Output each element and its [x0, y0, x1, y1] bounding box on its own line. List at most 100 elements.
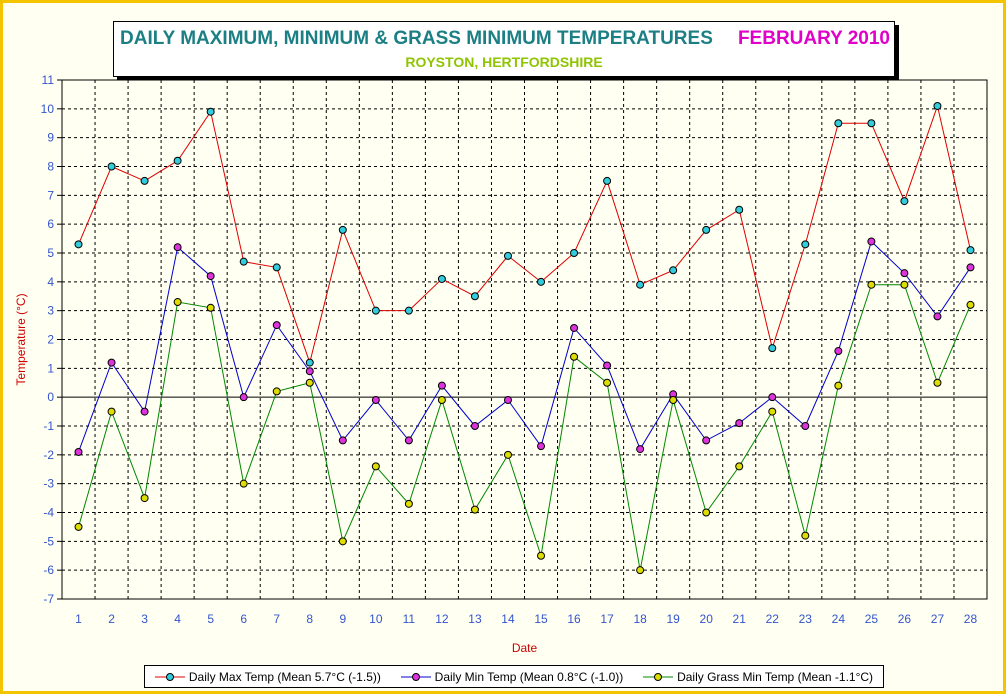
min-temp-point	[900, 269, 909, 278]
y-tick-label: 11	[42, 73, 55, 87]
min-temp-point	[768, 393, 777, 402]
max-temp-point	[272, 263, 281, 272]
grass-min-temp-point	[206, 303, 215, 312]
x-tick-label: 23	[799, 612, 813, 626]
grass-min-temp-point	[900, 280, 909, 289]
max-temp-point	[834, 119, 843, 128]
grass-min-temp-point	[140, 494, 149, 503]
min-temp-point	[74, 447, 83, 456]
grass-min-temp-point	[966, 300, 975, 309]
grass-min-temp-point	[933, 378, 942, 387]
x-tick-label: 11	[403, 612, 416, 626]
x-tick-label: 26	[898, 612, 912, 626]
chart-month: FEBRUARY 2010	[737, 28, 890, 49]
y-tick-label: -4	[43, 506, 54, 520]
legend-label: Daily Max Temp (Mean 5.7°C (-1.5))	[188, 669, 381, 684]
max-temp-point	[636, 280, 645, 289]
x-tick-label: 3	[141, 612, 148, 626]
x-tick-label: 10	[369, 612, 383, 626]
max-temp-point	[570, 249, 579, 257]
grass-min-temp-point	[834, 381, 843, 390]
y-tick-label: 9	[47, 131, 54, 145]
y-tick-label: -3	[43, 477, 54, 491]
legend-swatch	[643, 672, 674, 681]
min-temp-point	[470, 422, 479, 430]
grass-min-temp-point	[239, 479, 248, 488]
legend-swatch	[400, 672, 431, 681]
x-tick-label: 9	[339, 612, 346, 626]
y-tick-label: -5	[43, 534, 54, 548]
max-temp-point	[900, 197, 909, 206]
grass-min-temp-point	[305, 378, 314, 387]
x-tick-label: 6	[240, 612, 247, 626]
grass-min-temp-point	[537, 551, 546, 560]
x-tick-label: 18	[633, 612, 647, 626]
y-tick-label: 1	[47, 361, 54, 375]
legend-swatch	[154, 672, 185, 681]
x-tick-label: 16	[567, 612, 581, 626]
grass-min-temp-point	[636, 566, 645, 575]
min-temp-point	[140, 407, 149, 416]
min-temp-point	[636, 445, 645, 454]
x-tick-label: 24	[832, 612, 846, 626]
min-temp-point	[834, 347, 843, 356]
min-temp-point	[603, 361, 612, 370]
max-temp-point	[338, 225, 347, 234]
grass-min-temp-point	[603, 378, 612, 387]
grass-min-temp-point	[702, 508, 711, 517]
min-temp-point	[735, 419, 744, 428]
max-temp-point	[404, 306, 413, 315]
grass-min-temp-point	[669, 396, 678, 405]
x-axis-label: Date	[512, 641, 538, 655]
max-temp-point	[966, 246, 975, 255]
x-tick-label: 1	[75, 612, 82, 626]
grass-min-temp-point	[570, 352, 579, 361]
x-tick-label: 13	[468, 612, 482, 626]
y-tick-label: 10	[41, 102, 55, 116]
x-tick-label: 19	[666, 612, 680, 626]
legend-item-grass-min-temp: Daily Grass Min Temp (Mean -1.1°C)	[643, 670, 873, 684]
min-temp-line	[78, 240, 971, 453]
min-temp-point	[570, 323, 579, 332]
x-tick-label: 12	[435, 612, 449, 626]
max-temp-point	[371, 306, 380, 315]
y-tick-label: 2	[47, 333, 54, 347]
grass-min-temp-point	[371, 462, 380, 471]
min-temp-point	[338, 436, 347, 445]
min-temp-point	[437, 381, 446, 390]
min-temp-point	[966, 263, 975, 272]
max-temp-point	[537, 277, 546, 286]
x-tick-label: 7	[273, 612, 280, 626]
x-tick-label: 8	[306, 612, 313, 626]
max-temp-point	[735, 205, 744, 214]
min-temp-point	[239, 393, 248, 402]
x-tick-label: 15	[534, 612, 548, 626]
y-tick-label: 7	[47, 188, 54, 202]
min-temp-point	[272, 321, 281, 330]
max-temp-point	[503, 251, 512, 260]
grass-min-temp-point	[74, 522, 83, 531]
max-temp-point	[173, 156, 182, 165]
title-box: DAILY MAXIMUM, MINIMUM & GRASS MINIMUM T…	[113, 21, 895, 77]
min-temp-point	[537, 442, 546, 451]
min-temp-point	[702, 436, 711, 445]
x-tick-label: 25	[865, 612, 879, 626]
min-temp-point	[206, 272, 215, 281]
grass-min-temp-point	[470, 505, 479, 514]
legend-item-max-temp: Daily Max Temp (Mean 5.7°C (-1.5))	[154, 669, 381, 684]
y-tick-label: -1	[43, 419, 54, 433]
min-temp-point	[371, 396, 380, 405]
max-temp-point	[867, 119, 876, 128]
max-temp-point	[437, 274, 446, 283]
x-tick-label: 27	[931, 612, 945, 626]
min-temp-point	[801, 422, 810, 430]
grass-min-temp-point	[801, 531, 810, 540]
max-temp-point	[702, 225, 711, 234]
legend: Daily Max Temp (Mean 5.7°C (-1.5)) Daily …	[144, 665, 884, 688]
x-tick-label: 14	[501, 612, 515, 626]
grass-min-temp-point	[107, 407, 116, 416]
y-tick-label: 8	[47, 160, 54, 174]
plot-border	[61, 79, 988, 600]
